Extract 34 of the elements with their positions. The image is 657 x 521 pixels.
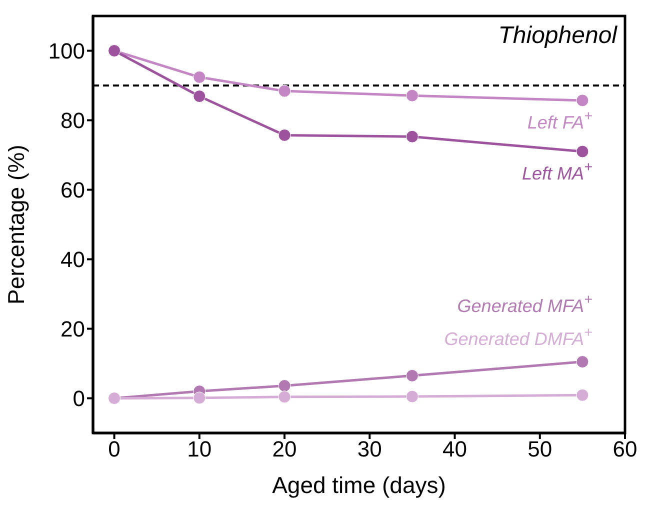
x-tick-label: 40 — [442, 436, 467, 462]
x-axis-title: Aged time (days) — [272, 472, 446, 498]
point — [406, 390, 418, 403]
point — [576, 388, 589, 402]
series-label: Left MA$^{+}$ — [522, 160, 592, 184]
point — [193, 70, 206, 84]
x-tick-label: 30 — [357, 436, 382, 462]
point — [278, 379, 291, 392]
point — [576, 356, 589, 368]
point — [193, 392, 206, 404]
y-tick-label: 0 — [72, 386, 85, 412]
point — [278, 128, 291, 142]
point — [576, 94, 589, 107]
point — [576, 145, 589, 158]
text: Generated DMFA$^{+}$ — [444, 325, 592, 350]
x-tick-label: 10 — [187, 436, 212, 462]
x-tick-label: 60 — [612, 436, 638, 462]
y-tick-label: 80 — [60, 108, 85, 134]
point — [406, 130, 418, 143]
y-tick-label: 100 — [48, 38, 85, 64]
x-tick-label: 0 — [108, 436, 120, 462]
chart-title: Thiophenol — [498, 22, 617, 50]
series-label: Left FA$^{+}$ — [527, 108, 592, 132]
point — [406, 89, 418, 102]
point — [406, 369, 418, 382]
y-tick-label: 60 — [60, 178, 85, 203]
y-tick-label: 40 — [60, 247, 85, 272]
y-tick-label: 20 — [60, 316, 85, 342]
text: Generated MFA$^{+}$ — [457, 292, 592, 316]
point — [193, 90, 206, 103]
point — [278, 84, 291, 98]
point — [278, 390, 291, 404]
x-tick-label: 50 — [528, 436, 552, 462]
x-tick-label: 20 — [272, 436, 297, 462]
